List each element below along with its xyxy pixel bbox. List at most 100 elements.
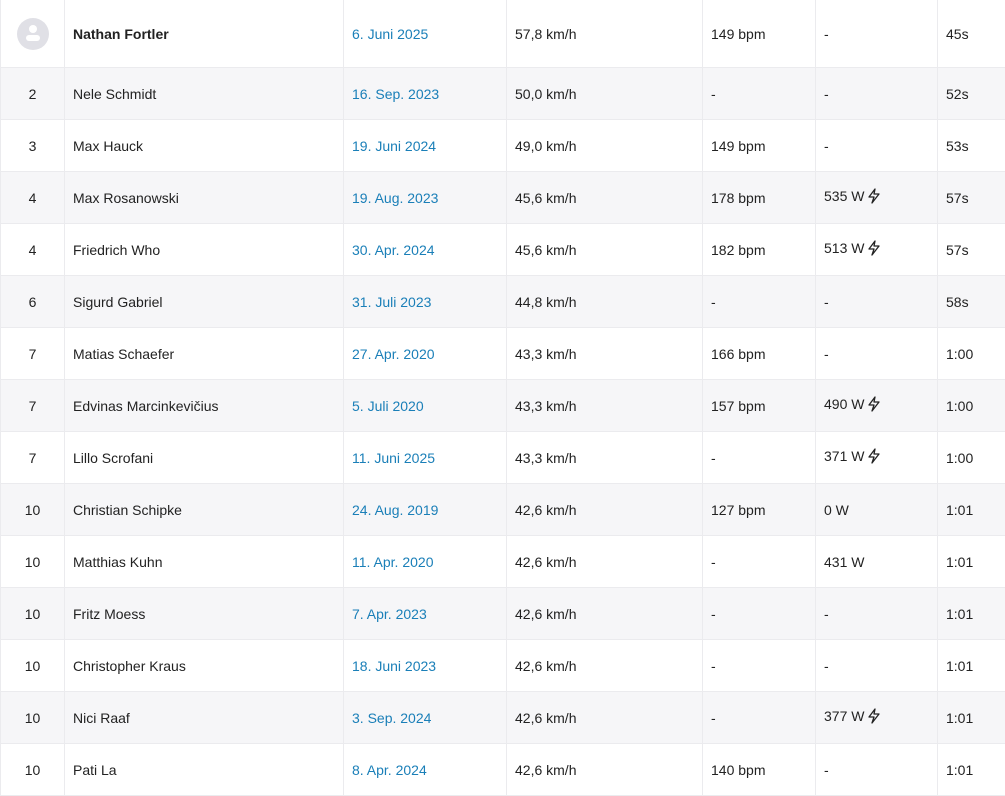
power: - — [824, 346, 829, 362]
athlete-name-link[interactable]: Lillo Scrofani — [73, 450, 153, 466]
rank: 2 — [29, 86, 37, 102]
time: 52s — [946, 86, 969, 102]
speed: 50,0 km/h — [515, 86, 576, 102]
table-row[interactable]: 10 Christopher Kraus 18. Juni 2023 42,6 km/… — [1, 640, 1005, 692]
activity-date-link[interactable]: 30. Apr. 2024 — [352, 242, 435, 258]
rank: 10 — [25, 762, 41, 778]
activity-date-link[interactable]: 7. Apr. 2023 — [352, 606, 427, 622]
heart-rate: - — [711, 658, 716, 674]
speed: 43,3 km/h — [515, 398, 576, 414]
speed: 42,6 km/h — [515, 658, 576, 674]
power: - — [824, 606, 829, 622]
time: 1:01 — [946, 710, 973, 726]
heart-rate: - — [711, 554, 716, 570]
time: 1:00 — [946, 450, 973, 466]
table-row[interactable]: 7 Edvinas Marcinkevičius 5. Juli 2020 43,3 … — [1, 380, 1005, 432]
rank: 6 — [29, 294, 37, 310]
activity-date-link[interactable]: 19. Aug. 2023 — [352, 190, 438, 206]
athlete-name-link[interactable]: Friedrich Who — [73, 242, 160, 258]
time: 1:01 — [946, 502, 973, 518]
athlete-name-link[interactable]: Pati La — [73, 762, 117, 778]
avatar-icon — [17, 18, 49, 50]
time: 1:00 — [946, 346, 973, 362]
athlete-name-link[interactable]: Matthias Kuhn — [73, 554, 163, 570]
power-meter-icon — [867, 396, 881, 415]
time: 1:00 — [946, 398, 973, 414]
athlete-name-link[interactable]: Fritz Moess — [73, 606, 145, 622]
power: 513 W — [824, 240, 864, 256]
athlete-name-link[interactable]: Christian Schipke — [73, 502, 182, 518]
table-row[interactable]: Nathan Fortler 6. Juni 2025 57,8 km/h 149 b… — [1, 0, 1005, 68]
power-meter-icon — [867, 708, 881, 727]
athlete-name-link[interactable]: Edvinas Marcinkevičius — [73, 398, 219, 414]
athlete-name-link[interactable]: Nici Raaf — [73, 710, 130, 726]
speed: 57,8 km/h — [515, 26, 576, 42]
time: 1:01 — [946, 658, 973, 674]
time: 1:01 — [946, 554, 973, 570]
rank: 3 — [29, 138, 37, 154]
athlete-name-link[interactable]: Nathan Fortler — [73, 26, 169, 42]
heart-rate: 149 bpm — [711, 26, 765, 42]
time: 58s — [946, 294, 969, 310]
athlete-name-link[interactable]: Max Hauck — [73, 138, 143, 154]
power-meter-icon — [867, 240, 881, 259]
activity-date-link[interactable]: 5. Juli 2020 — [352, 398, 424, 414]
activity-date-link[interactable]: 24. Aug. 2019 — [352, 502, 438, 518]
activity-date-link[interactable]: 11. Juni 2025 — [352, 450, 435, 466]
power: 535 W — [824, 188, 864, 204]
speed: 45,6 km/h — [515, 242, 576, 258]
time: 53s — [946, 138, 969, 154]
speed: 43,3 km/h — [515, 346, 576, 362]
activity-date-link[interactable]: 19. Juni 2024 — [352, 138, 436, 154]
rank: 10 — [25, 554, 41, 570]
rank: 7 — [29, 398, 37, 414]
rank: 10 — [25, 606, 41, 622]
power: 0 W — [824, 502, 849, 518]
speed: 42,6 km/h — [515, 710, 576, 726]
rank: 4 — [29, 242, 37, 258]
athlete-name-link[interactable]: Nele Schmidt — [73, 86, 156, 102]
activity-date-link[interactable]: 6. Juni 2025 — [352, 26, 428, 42]
activity-date-link[interactable]: 27. Apr. 2020 — [352, 346, 435, 362]
athlete-name-link[interactable]: Sigurd Gabriel — [73, 294, 163, 310]
table-row[interactable]: 10 Christian Schipke 24. Aug. 2019 42,6 km/… — [1, 484, 1005, 536]
athlete-name-link[interactable]: Matias Schaefer — [73, 346, 174, 362]
heart-rate: - — [711, 450, 716, 466]
time: 57s — [946, 190, 969, 206]
speed: 42,6 km/h — [515, 502, 576, 518]
rank: 10 — [25, 658, 41, 674]
activity-date-link[interactable]: 3. Sep. 2024 — [352, 710, 431, 726]
activity-date-link[interactable]: 8. Apr. 2024 — [352, 762, 427, 778]
rank: 10 — [25, 502, 41, 518]
speed: 43,3 km/h — [515, 450, 576, 466]
activity-date-link[interactable]: 18. Juni 2023 — [352, 658, 436, 674]
time: 57s — [946, 242, 969, 258]
athlete-name-link[interactable]: Max Rosanowski — [73, 190, 179, 206]
activity-date-link[interactable]: 16. Sep. 2023 — [352, 86, 439, 102]
power: 371 W — [824, 448, 864, 464]
power: 490 W — [824, 396, 864, 412]
rank: 10 — [25, 710, 41, 726]
speed: 42,6 km/h — [515, 606, 576, 622]
heart-rate: 149 bpm — [711, 138, 765, 154]
activity-date-link[interactable]: 11. Apr. 2020 — [352, 554, 433, 570]
activity-date-link[interactable]: 31. Juli 2023 — [352, 294, 431, 310]
power: 431 W — [824, 554, 864, 570]
time: 1:01 — [946, 606, 973, 622]
time: 45s — [946, 26, 969, 42]
power: - — [824, 86, 829, 102]
speed: 44,8 km/h — [515, 294, 576, 310]
power: - — [824, 26, 829, 42]
athlete-name-link[interactable]: Christopher Kraus — [73, 658, 186, 674]
